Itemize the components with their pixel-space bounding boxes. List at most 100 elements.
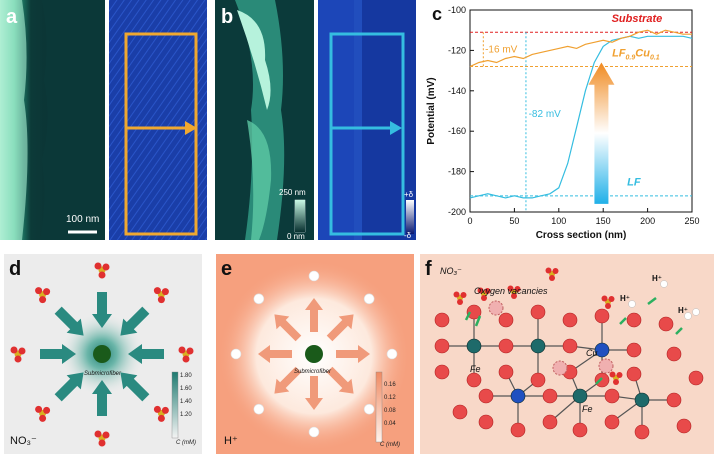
oxygen-atom [478, 388, 494, 404]
ion-label-d: NO₃⁻ [10, 435, 37, 447]
x-tick-label: 250 [684, 216, 699, 226]
no3-label-f: NO₃⁻ [440, 266, 462, 276]
submicrofiber-core [93, 345, 111, 363]
y-tick-label: -120 [448, 45, 466, 55]
no3-molecule-icon [153, 287, 169, 304]
no3-concentration-map [10, 262, 194, 447]
o-atom [608, 296, 615, 302]
h-ion-icon [308, 270, 320, 282]
tick: 0.12 [384, 395, 396, 401]
o-atom [616, 372, 623, 378]
x-tick-label: 200 [640, 216, 655, 226]
oxygen-atom [542, 414, 558, 430]
o-atom [10, 346, 18, 354]
panel-f-crystal: f NO₃⁻ Oxygen vacancies H⁺ H⁺ H⁺ Fe Cu F… [420, 254, 714, 454]
oxygen-atom [594, 308, 610, 324]
scan-region-box-b [329, 32, 405, 236]
green-arrow-icon [595, 377, 603, 385]
outward-arrow-icon [305, 298, 323, 332]
o-atom [613, 379, 619, 385]
o-atom [178, 346, 186, 354]
afm-topography-image [0, 0, 105, 240]
inward-arrow-icon [128, 344, 164, 364]
tick: 0.16 [384, 382, 396, 388]
oxygen-atom [466, 372, 482, 388]
oxygen-atom [530, 304, 546, 320]
metal-atom [466, 338, 482, 354]
h-label-f2: H⁺ [620, 294, 630, 303]
no3-molecule-icon [35, 287, 51, 304]
green-arrow-icon [647, 297, 657, 305]
scan-region-box [124, 32, 198, 236]
no3-molecule-icon [10, 346, 26, 363]
o-atom [94, 430, 102, 438]
oxygen-atom [604, 388, 620, 404]
colorbar-d [171, 371, 179, 439]
inward-arrow-icon [92, 380, 112, 416]
x-tick-label: 150 [596, 216, 611, 226]
o-atom [182, 355, 190, 363]
kpfm-image-b [318, 0, 416, 240]
oxygen-atom [562, 338, 578, 354]
colorbar-e [375, 371, 383, 443]
oxygen-atom [626, 342, 642, 358]
panel-label-b: b [221, 6, 234, 28]
panel-e-h-diffusion: e Submicrofiber H⁺ 0.16 0.12 0.08 0.04 C… [216, 254, 414, 454]
series-line [469, 29, 692, 68]
substrate-label: Substrate [612, 13, 663, 25]
arrow-shape [305, 298, 323, 332]
y-tick-label: -100 [448, 5, 466, 15]
h-ion-icon [308, 426, 320, 438]
height-colorbar [295, 200, 305, 232]
metal-atom [530, 338, 546, 354]
oxygen-atom [594, 372, 610, 388]
lfcu-sub2: 0.1 [650, 54, 660, 61]
arrow-shape [92, 380, 112, 416]
inward-arrow-icon [54, 306, 84, 336]
colorbar-min-label: 0 nm [287, 232, 305, 241]
up-arrow-icon [588, 62, 615, 204]
o-atom [14, 355, 22, 363]
kpfm-image-a [109, 0, 207, 240]
h-ion-icon [692, 308, 700, 316]
green-arrow-icon [464, 311, 472, 321]
kpfm-min-label: -δ [404, 231, 412, 240]
o-atom [161, 406, 169, 414]
tick: 1.80 [180, 373, 192, 379]
h-label-f3: H⁺ [678, 306, 688, 315]
metal-atom [594, 342, 610, 358]
arrow-shape [120, 372, 150, 402]
lfcu-main2: Cu [635, 47, 650, 59]
oxygen-atom [510, 422, 526, 438]
o-atom [102, 431, 110, 439]
panel-label-a: a [6, 6, 18, 28]
arrow-shape [274, 314, 302, 342]
panel-label-c: c [432, 4, 442, 24]
y-axis-label: Potential (mV) [426, 77, 437, 144]
h-ion-icon [628, 300, 636, 308]
colorbar-ticks-e: 0.16 0.12 0.08 0.04 [384, 379, 396, 431]
lfcu-label: LF0.9Cu0.1 [612, 47, 660, 61]
oxygen-atom [604, 414, 620, 430]
y-tick-label: -140 [448, 86, 466, 96]
outward-arrow-icon [274, 314, 302, 342]
arrow-shape [274, 366, 302, 394]
oxygen-atom [498, 364, 514, 380]
o-atom [161, 288, 169, 296]
green-arrow-icon [619, 317, 627, 325]
oxygen-atom [530, 372, 546, 388]
ion-label-e: H⁺ [224, 435, 238, 447]
arrow-shape [305, 376, 323, 410]
o-atom [601, 295, 608, 302]
cu-label: Cu [586, 348, 598, 358]
h-ion-icon [386, 348, 398, 360]
outward-arrow-icon [258, 345, 292, 363]
panel-d-no3-diffusion: d Submicrofiber NO₃⁻ 1.80 1.60 1.40 1.20… [4, 254, 202, 454]
panel-b-topography: b 250 nm 0 nm [215, 0, 314, 240]
h-ion-icon [253, 293, 265, 305]
metal-atom [510, 388, 526, 404]
inward-arrow-icon [120, 372, 150, 402]
x-tick-label: 0 [467, 216, 472, 226]
oxygen-atom [498, 338, 514, 354]
